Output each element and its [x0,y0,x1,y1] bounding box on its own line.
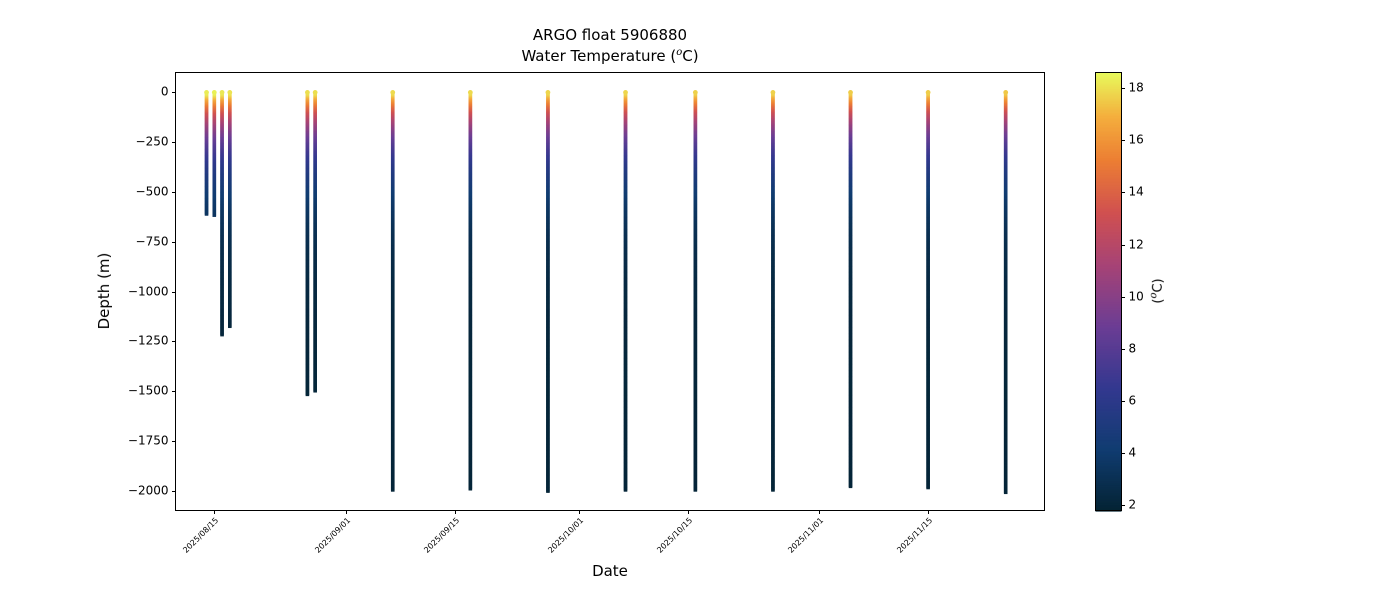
colorbar-label-prefix: ( [1150,298,1166,304]
chart-subtitle-unit: C) [682,47,699,65]
colorbar-label: (oC) [1148,278,1165,303]
chart-title: ARGO float 5906880 [532,26,688,44]
colorbar-label-unit: C) [1150,278,1166,293]
y-axis-label: Depth (m) [95,252,113,330]
colorbar-degree-superscript: o [1148,292,1160,299]
degree-superscript: o [676,47,683,58]
chart-subtitle-text: Water Temperature ( [521,47,677,65]
chart-subtitle: Water Temperature (oC) [175,47,1045,65]
x-axis-label: Date [592,562,628,580]
